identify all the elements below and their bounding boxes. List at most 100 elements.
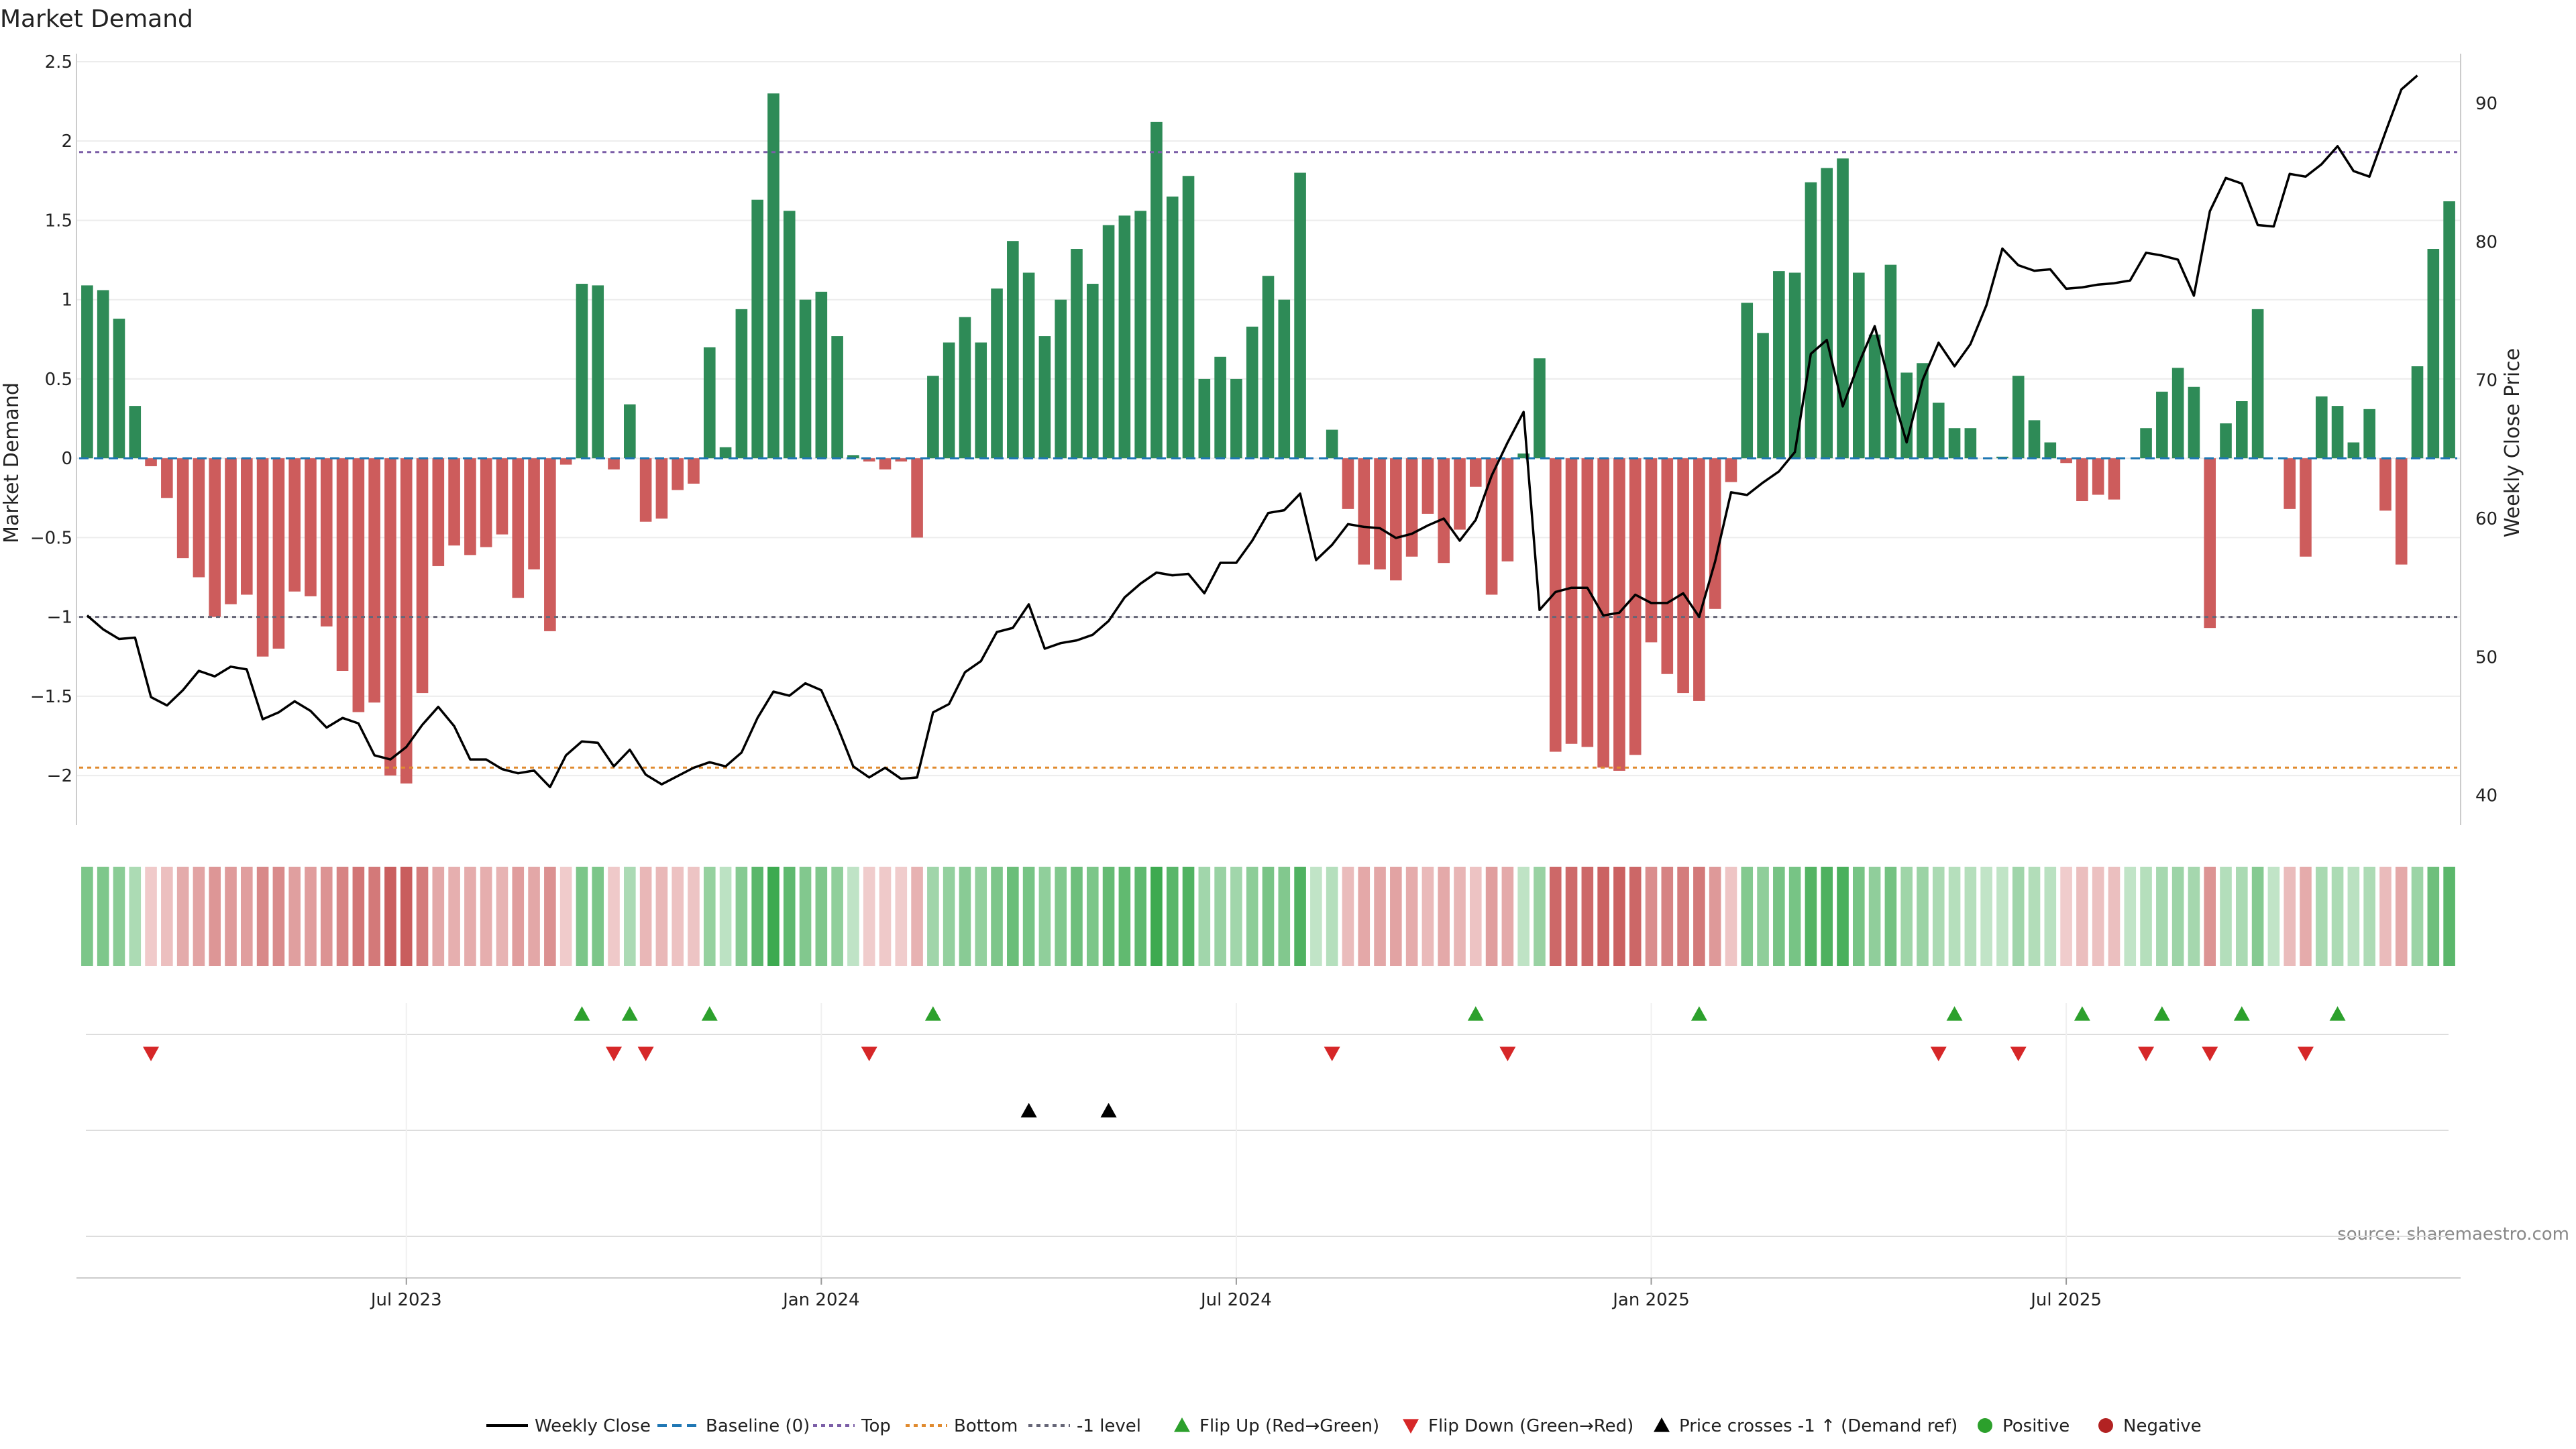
heat-strip-cell	[1007, 867, 1019, 966]
reference-lines	[79, 151, 2457, 769]
heat-strip-cell	[767, 867, 780, 966]
flip-up-marker	[1946, 1006, 1963, 1021]
heat-strip-cell	[2236, 867, 2248, 966]
legend-swatch-flipdown	[1403, 1419, 1419, 1434]
heat-strip-cell	[703, 867, 716, 966]
y2-axis-label: Weekly Close Price	[2501, 348, 2524, 537]
flip-up-marker	[2153, 1006, 2170, 1021]
demand-bar	[1421, 458, 1434, 514]
heat-strip-cell	[176, 867, 189, 966]
demand-bar	[1358, 458, 1371, 565]
flip-up-marker	[2233, 1006, 2250, 1021]
y-tick-label: 2.5	[45, 52, 72, 72]
demand-bar	[799, 299, 812, 459]
legend-swatch-cross	[1654, 1417, 1670, 1432]
demand-bar	[1214, 356, 1226, 459]
legend-label-flipup: Flip Up (Red→Green)	[1199, 1416, 1379, 1436]
heat-strip-cell	[256, 867, 269, 966]
heat-strip-cell	[2300, 867, 2312, 966]
heat-strip-cell	[2188, 867, 2200, 966]
weekly-close-line	[86, 74, 2418, 789]
heat-strip-cell	[1310, 867, 1322, 966]
heat-strip-cell	[1852, 867, 1865, 966]
heat-strip-cell	[1182, 867, 1195, 966]
heat-strip-cell	[1246, 867, 1258, 966]
heat-strip-cell	[2363, 867, 2375, 966]
heat-strip-cell	[2411, 867, 2424, 966]
demand-bar	[1150, 121, 1163, 459]
heat-strip-cell	[2220, 867, 2232, 966]
heat-strip-cell	[1086, 867, 1099, 966]
heat-strip-cell	[1677, 867, 1689, 966]
price-cross-marker	[1020, 1103, 1037, 1118]
demand-bar	[735, 309, 748, 459]
demand-bar	[2236, 401, 2248, 459]
demand-bar	[320, 458, 333, 627]
heat-strip-cell	[815, 867, 828, 966]
x-axis: Jul 2023 Jan 2024 Jul 2024 Jan 2025 Jul 2025	[76, 1003, 2461, 1310]
y-tick-label: −1.5	[30, 687, 72, 707]
demand-bar	[1629, 458, 1642, 755]
weekly-close-line-layer	[86, 74, 2418, 789]
demand-bar	[176, 458, 189, 559]
demand-bar	[1565, 458, 1578, 744]
demand-bar	[2108, 458, 2121, 500]
y-tick-label: 1.5	[45, 211, 72, 231]
heat-strip-cell	[991, 867, 1003, 966]
demand-bar	[895, 458, 908, 462]
demand-bar	[2140, 428, 2152, 459]
heat-strip-cell	[1150, 867, 1163, 966]
heat-strip-cell	[1773, 867, 1785, 966]
demand-bar	[1741, 303, 1754, 459]
heat-strip-cell	[1821, 867, 1833, 966]
heat-strip-cell	[272, 867, 285, 966]
heat-strip-cell	[448, 867, 460, 966]
heat-strip-cell	[608, 867, 620, 966]
flip-up-marker	[621, 1006, 638, 1021]
x-tick-label: Jan 2025	[1611, 1290, 1690, 1310]
heat-strip-cell	[129, 867, 142, 966]
heat-strip-cell	[1884, 867, 1897, 966]
demand-bar	[2284, 458, 2296, 509]
heat-strip-cell	[1438, 867, 1450, 966]
demand-bar	[1182, 176, 1195, 459]
heat-strip-cell	[1118, 867, 1131, 966]
demand-bar	[2092, 458, 2104, 495]
demand-bar	[1677, 458, 1689, 694]
demand-bar	[879, 458, 892, 470]
demand-bar	[1374, 458, 1386, 570]
heat-strip-cell	[1709, 867, 1721, 966]
heat-strip-cell	[1374, 867, 1386, 966]
flip-down-marker	[1930, 1046, 1947, 1061]
x-tick-label: Jul 2024	[1199, 1290, 1272, 1310]
flip-up-marker	[1690, 1006, 1707, 1021]
demand-bar	[767, 93, 780, 459]
demand-bar	[161, 458, 173, 498]
demand-bar	[2363, 409, 2375, 459]
y2-tick-label: 50	[2475, 647, 2498, 667]
heat-strip-cell	[1964, 867, 1977, 966]
heat-strip-cell	[400, 867, 413, 966]
heat-strip-cell	[639, 867, 652, 966]
y-tick-label: −2	[47, 766, 72, 786]
heat-strip-cell	[1294, 867, 1306, 966]
demand-bar	[209, 458, 221, 617]
heat-strip-cell	[975, 867, 987, 966]
heat-strip-cell	[1837, 867, 1849, 966]
demand-bar	[2379, 458, 2392, 511]
demand-bar	[1709, 458, 1721, 609]
demand-bar	[416, 458, 429, 694]
heat-strip-cell	[959, 867, 971, 966]
y-tick-label: 1	[61, 290, 72, 311]
demand-bar	[2347, 442, 2360, 459]
heat-strip-cell	[1645, 867, 1658, 966]
heat-strip-cell	[1022, 867, 1035, 966]
demand-bar	[2188, 386, 2200, 459]
demand-bar	[831, 336, 843, 459]
legend-label-pos: Positive	[2002, 1416, 2070, 1436]
demand-bar	[1326, 429, 1338, 459]
heat-strip-cell	[1230, 867, 1242, 966]
demand-bar	[256, 458, 269, 657]
